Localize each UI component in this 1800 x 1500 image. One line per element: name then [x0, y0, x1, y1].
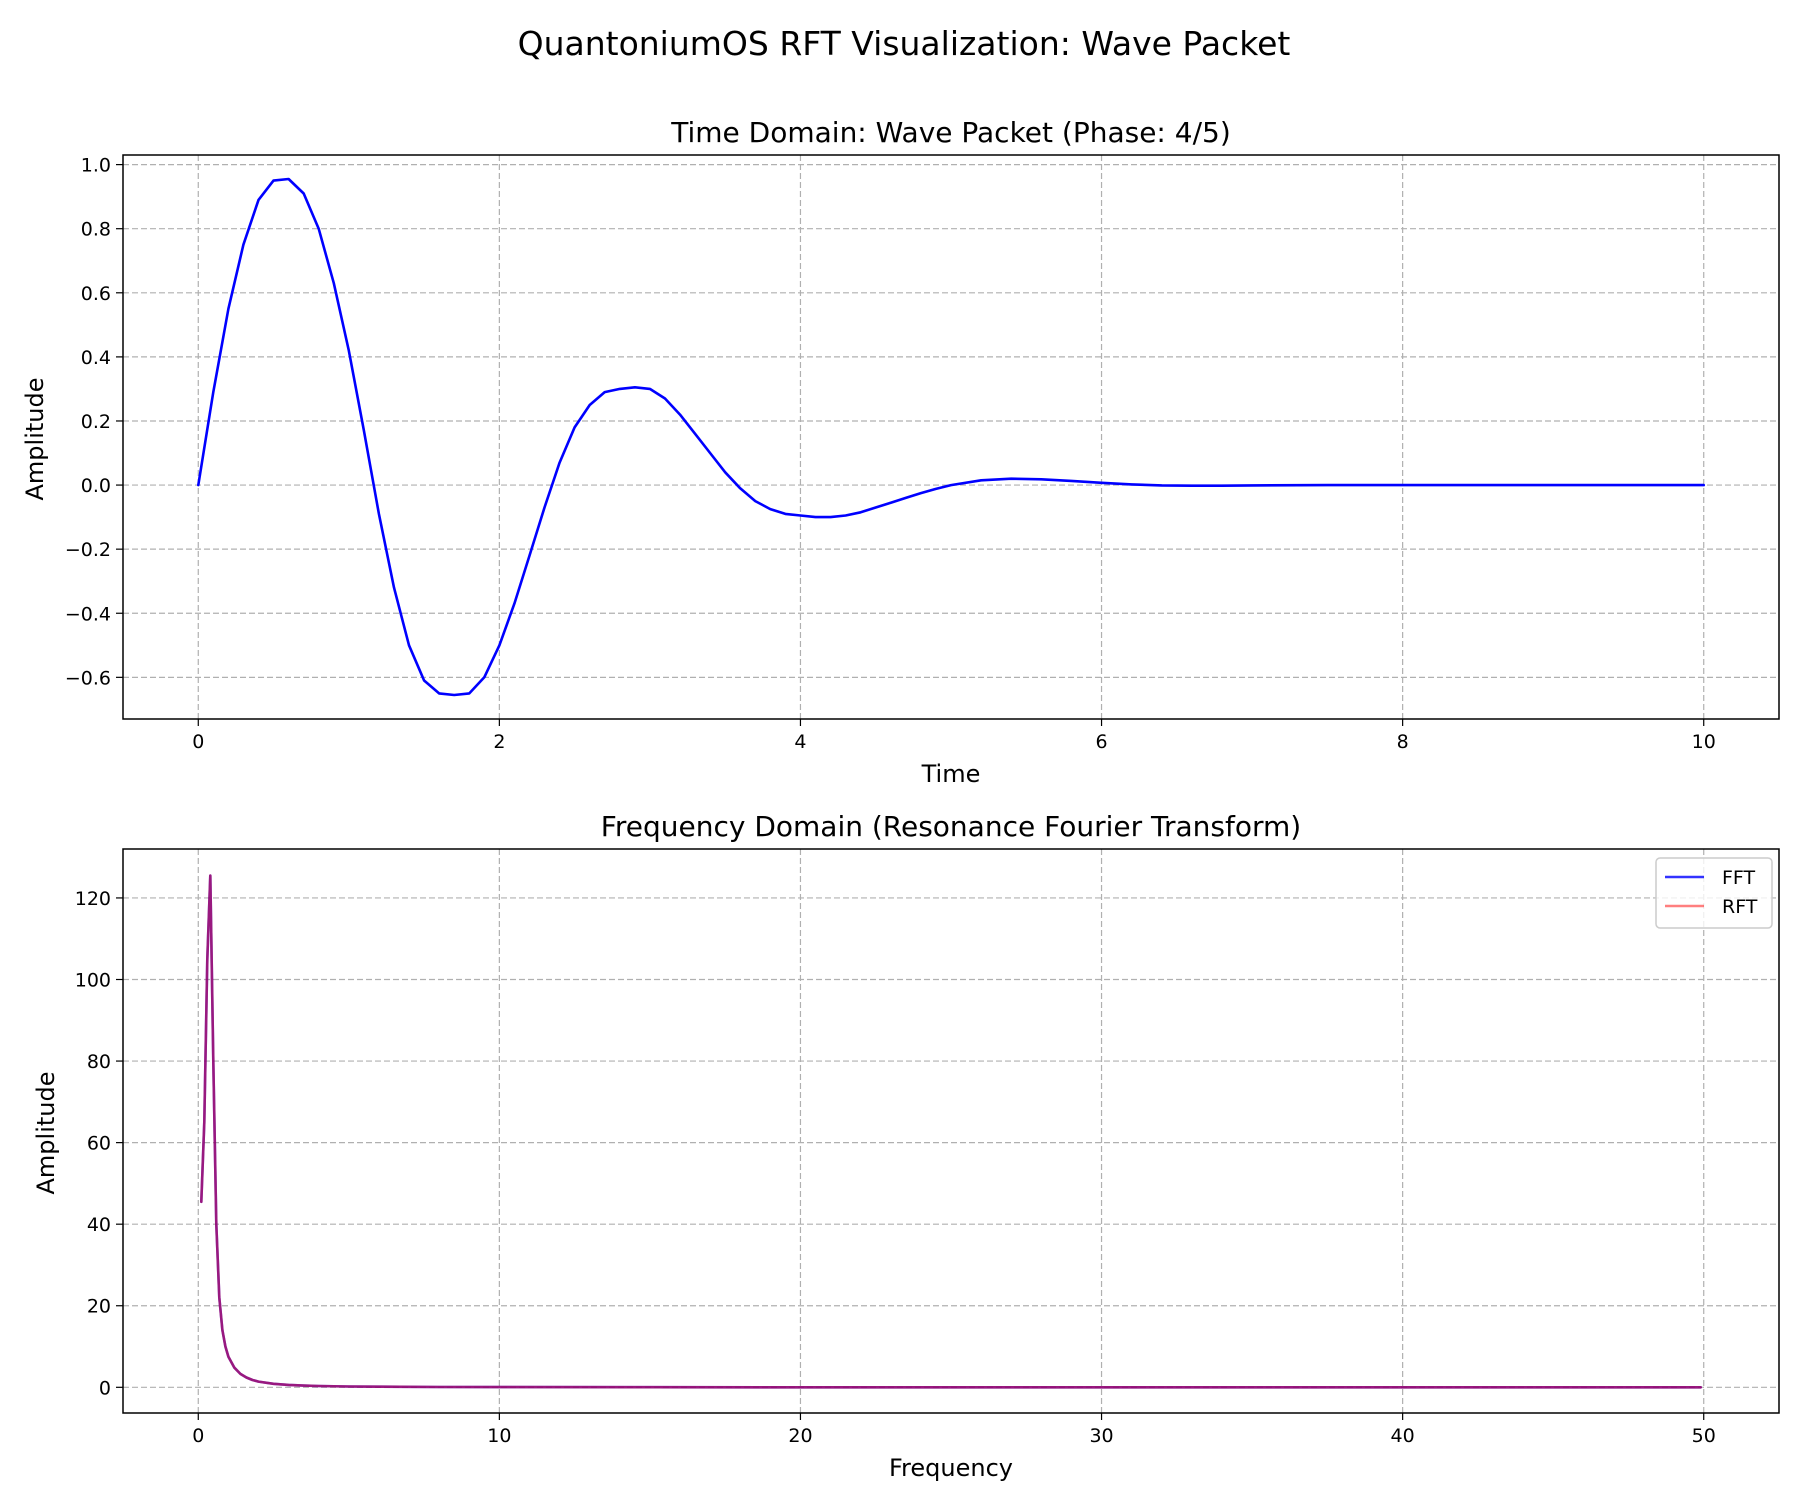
time-domain-grid — [123, 155, 1779, 719]
frequency-domain-title: Frequency Domain (Resonance Fourier Tran… — [601, 810, 1301, 843]
frequency-domain-ticks: 0 10 20 30 40 50 120 100 80 60 40 20 0 — [75, 888, 1716, 1447]
legend-box — [1655, 857, 1773, 929]
time-domain-xtick-label: 8 — [1397, 731, 1409, 753]
time-domain-plot-area — [122, 154, 1780, 720]
frequency-domain-ytick-label: 120 — [75, 888, 111, 910]
frequency-domain-xtick-label: 20 — [788, 1425, 812, 1447]
time-domain-xtick-label: 4 — [794, 731, 806, 753]
time-domain-ytick-label: 0.8 — [81, 219, 111, 241]
frequency-domain-ytick-label: 100 — [75, 969, 111, 991]
frequency-domain-panel: Frequency Domain (Resonance Fourier Tran… — [32, 810, 1780, 1482]
time-domain-xtick-label: 6 — [1095, 731, 1107, 753]
time-domain-ticks: 0 2 4 6 8 10 1.0 0.8 0.6 0.4 0.2 0.0 −0.2 −0.4 −0.6 — [65, 155, 1716, 753]
frequency-domain-xtick-label: 50 — [1692, 1425, 1716, 1447]
time-domain-ytick-label: −0.2 — [65, 539, 111, 561]
time-domain-ytick-label: 0.4 — [81, 347, 111, 369]
frequency-domain-axes-frame — [122, 848, 1780, 1414]
time-domain-xtick-label: 0 — [192, 731, 204, 753]
frequency-domain-ylabel: Amplitude — [32, 1072, 60, 1195]
frequency-domain-xlabel: Frequency — [889, 1454, 1013, 1482]
frequency-domain-xtick-label: 40 — [1391, 1425, 1415, 1447]
frequency-domain-ytick-label: 60 — [87, 1133, 111, 1155]
frequency-domain-ytick-label: 80 — [87, 1051, 111, 1073]
time-domain-ytick-label: −0.4 — [65, 603, 111, 625]
frequency-domain-rft-series-line — [200, 874, 1702, 1389]
frequency-domain-legend: FFT RFT — [1655, 857, 1773, 929]
time-domain-ytick-label: 0.6 — [81, 283, 111, 305]
frequency-domain-ytick-label: 40 — [87, 1214, 111, 1236]
time-domain-title: Time Domain: Wave Packet (Phase: 4/5) — [670, 116, 1231, 149]
frequency-domain-ytick-label: 0 — [99, 1377, 111, 1399]
frequency-domain-plot-area — [122, 848, 1780, 1414]
figure-suptitle: QuantoniumOS RFT Visualization: Wave Pac… — [518, 24, 1291, 63]
time-domain-xtick-label: 2 — [493, 731, 505, 753]
time-domain-panel: Time Domain: Wave Packet (Phase: 4/5) Ti… — [21, 116, 1780, 788]
time-domain-ytick-label: −0.6 — [65, 667, 111, 689]
time-domain-ytick-label: 1.0 — [81, 155, 111, 177]
frequency-domain-xtick-label: 10 — [487, 1425, 511, 1447]
frequency-domain-ytick-label: 20 — [87, 1296, 111, 1318]
legend-fft-label: FFT — [1722, 867, 1756, 889]
time-domain-signal-series-line — [197, 177, 1705, 697]
time-domain-axes-frame — [122, 154, 1780, 720]
time-domain-ylabel: Amplitude — [21, 378, 49, 501]
frequency-domain-xtick-label: 0 — [192, 1425, 204, 1447]
time-domain-xtick-label: 10 — [1692, 731, 1716, 753]
time-domain-xlabel: Time — [921, 760, 981, 788]
frequency-domain-xtick-label: 30 — [1089, 1425, 1113, 1447]
time-domain-ytick-label: 0.0 — [81, 475, 111, 497]
time-domain-ytick-label: 0.2 — [81, 411, 111, 433]
legend-rft-label: RFT — [1722, 896, 1758, 918]
